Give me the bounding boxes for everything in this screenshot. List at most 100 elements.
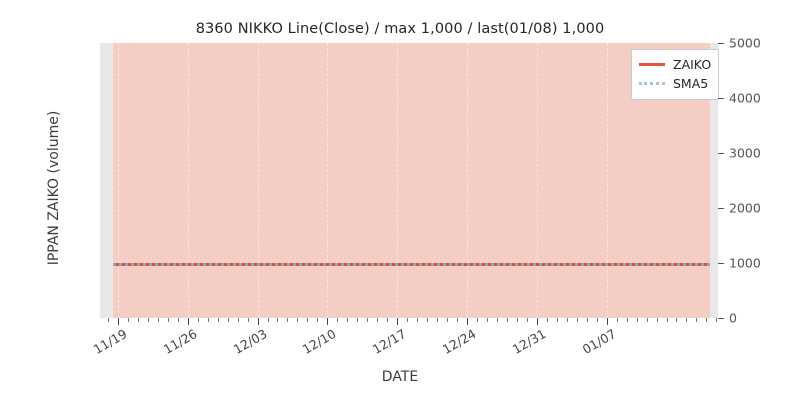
- x-tick-minor: [237, 318, 239, 322]
- x-tick-minor: [616, 318, 618, 322]
- x-tick-minor: [496, 318, 498, 322]
- x-tick-minor: [457, 318, 459, 322]
- x-tick-label-1: 11/26: [160, 326, 200, 358]
- legend-swatch-zaiko-icon: [639, 63, 665, 66]
- x-tick-major-6: [536, 318, 538, 325]
- x-tick-minor: [277, 318, 279, 322]
- x-tick-minor: [556, 318, 558, 322]
- gridline-v-2: [257, 43, 259, 318]
- x-tick-minor: [357, 318, 359, 322]
- x-tick-minor: [137, 318, 139, 322]
- x-tick-minor: [516, 318, 518, 322]
- legend-item-sma5[interactable]: SMA5: [639, 74, 711, 93]
- x-tick-minor: [686, 318, 688, 322]
- x-tick-minor: [167, 318, 169, 322]
- x-tick-minor: [427, 318, 429, 322]
- x-tick-minor: [207, 318, 209, 322]
- gridline-v-5: [467, 43, 468, 318]
- y-tick-2: [718, 208, 724, 209]
- x-tick-minor: [297, 318, 299, 322]
- y-tick-label-1: 1000: [729, 255, 761, 271]
- chart-title: 8360 NIKKO Line(Close) / max 1,000 / las…: [195, 21, 605, 37]
- y-tick-1: [718, 263, 724, 264]
- x-tick-minor: [506, 318, 508, 322]
- x-tick-minor: [197, 318, 199, 322]
- series-line-sma5: [113, 263, 710, 266]
- x-tick-major-0: [117, 318, 119, 325]
- gridline-v-3: [327, 43, 329, 318]
- legend-label-zaiko: ZAIKO: [673, 57, 712, 72]
- x-tick-minor: [447, 318, 449, 322]
- x-tick-minor: [646, 318, 648, 322]
- x-tick-minor: [656, 318, 658, 322]
- x-tick-major-3: [327, 318, 329, 325]
- x-tick-minor: [217, 318, 219, 322]
- x-tick-minor: [407, 318, 409, 322]
- x-tick-minor: [127, 318, 129, 322]
- x-tick-label-4: 12/17: [369, 326, 409, 358]
- x-tick-minor: [546, 318, 548, 322]
- gridline-v-4: [397, 43, 399, 318]
- y-tick-label-3: 3000: [729, 145, 761, 161]
- x-tick-label-3: 12/10: [300, 326, 339, 358]
- x-tick-label-7: 01/07: [579, 326, 619, 358]
- x-tick-major-1: [187, 318, 189, 325]
- x-tick-minor: [287, 318, 289, 322]
- y-tick-label-5: 5000: [729, 35, 761, 51]
- legend-label-sma5: SMA5: [673, 76, 709, 91]
- x-tick-minor: [377, 318, 379, 322]
- x-tick-minor: [476, 318, 478, 322]
- x-tick-minor: [367, 318, 369, 322]
- x-tick-minor: [317, 318, 319, 322]
- x-tick-label-0: 11/19: [90, 326, 130, 358]
- y-axis-title: IPPAN ZAIKO (volume): [46, 110, 62, 266]
- y-tick-3: [718, 153, 724, 154]
- gridline-v-6: [536, 43, 538, 318]
- x-tick-minor: [716, 318, 718, 322]
- x-tick-minor: [337, 318, 339, 322]
- x-tick-minor: [267, 318, 269, 322]
- x-tick-minor: [676, 318, 678, 322]
- chart-legend[interactable]: ZAIKO SMA5: [631, 49, 719, 100]
- data-span-band: [113, 43, 710, 318]
- gridline-v-1: [187, 43, 189, 318]
- x-tick-minor: [177, 318, 179, 322]
- legend-item-zaiko[interactable]: ZAIKO: [639, 55, 711, 74]
- gridline-v-0: [117, 43, 119, 318]
- x-tick-label-6: 12/31: [509, 326, 549, 358]
- x-tick-minor: [387, 318, 389, 322]
- y-tick-label-2: 2000: [729, 200, 761, 216]
- y-tick-label-4: 4000: [729, 90, 761, 106]
- x-tick-minor: [706, 318, 708, 322]
- x-tick-major-2: [257, 318, 259, 325]
- x-tick-minor: [227, 318, 229, 322]
- x-tick-minor: [576, 318, 578, 322]
- x-tick-minor: [147, 318, 149, 322]
- x-tick-minor: [596, 318, 598, 322]
- x-tick-major-4: [397, 318, 399, 325]
- x-tick-minor: [437, 318, 439, 322]
- x-tick-minor: [347, 318, 349, 322]
- x-axis-title: DATE: [381, 369, 419, 385]
- x-tick-minor: [107, 318, 109, 322]
- x-tick-minor: [157, 318, 159, 322]
- x-tick-minor: [247, 318, 249, 322]
- x-tick-minor: [526, 318, 528, 322]
- gridline-v-7: [606, 43, 608, 318]
- x-tick-minor: [486, 318, 488, 322]
- x-tick-label-2: 12/03: [230, 326, 270, 358]
- x-tick-major-7: [606, 318, 608, 325]
- y-tick-0: [718, 318, 724, 319]
- x-tick-label-5: 12/24: [439, 326, 479, 358]
- x-tick-minor: [417, 318, 419, 322]
- x-tick-minor: [696, 318, 698, 322]
- plot-area: [100, 43, 718, 318]
- legend-swatch-sma5-icon: [639, 82, 665, 85]
- y-tick-5: [718, 43, 724, 44]
- x-tick-minor: [586, 318, 588, 322]
- x-tick-minor: [626, 318, 628, 322]
- x-tick-minor: [566, 318, 568, 322]
- y-tick-label-0: 0: [729, 310, 737, 326]
- x-tick-major-5: [467, 318, 468, 325]
- x-tick-minor: [666, 318, 668, 322]
